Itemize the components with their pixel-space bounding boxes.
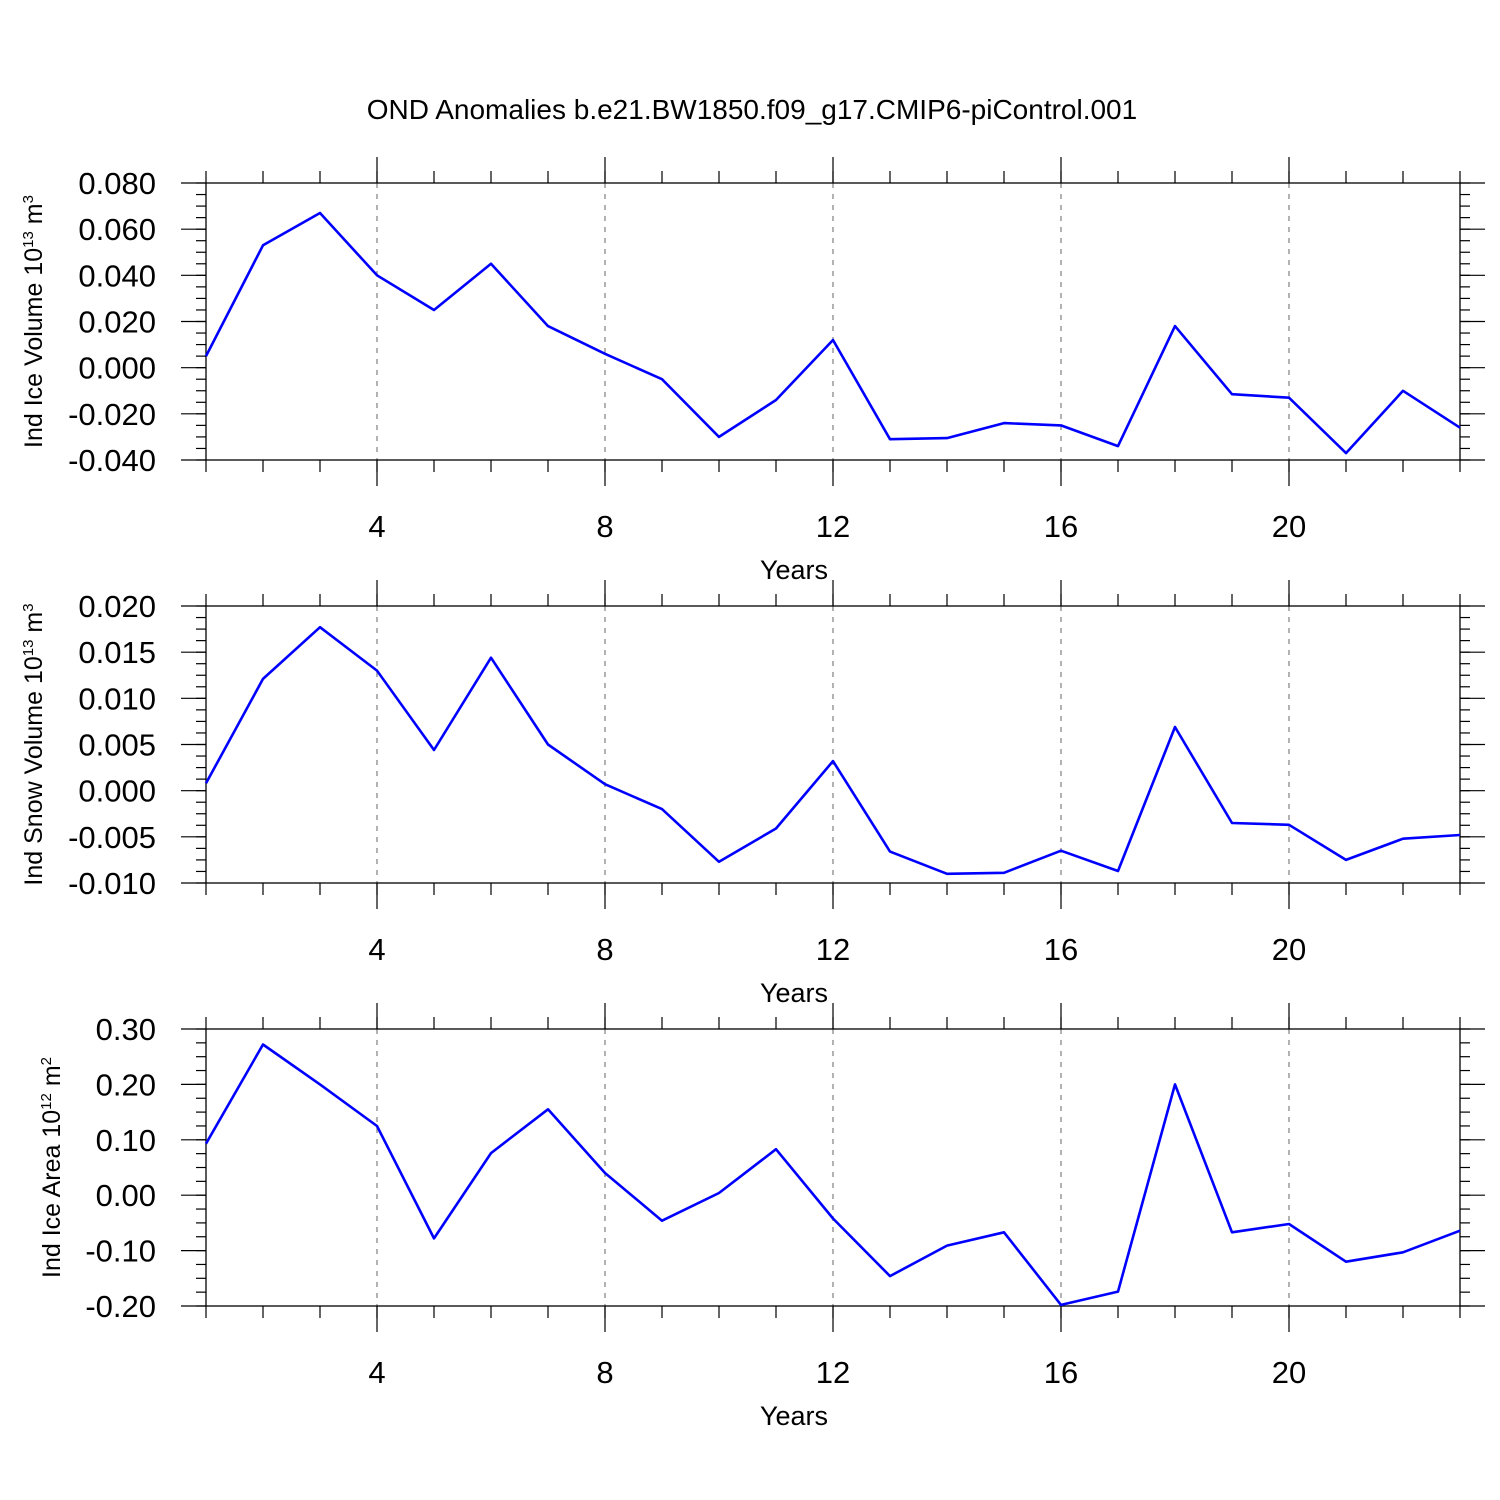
series-line bbox=[204, 625, 1461, 876]
x-tick-label: 16 bbox=[1044, 1355, 1078, 1390]
x-axis-label: Years bbox=[760, 978, 828, 1008]
x-tick-label: 8 bbox=[596, 509, 613, 544]
y-tick-label: 0.080 bbox=[78, 166, 156, 201]
x-tick-label: 12 bbox=[816, 932, 850, 967]
y-tick-label: -0.020 bbox=[68, 397, 156, 432]
x-tick-label: 4 bbox=[368, 509, 385, 544]
y-tick-label: 0.010 bbox=[78, 681, 156, 716]
y-axis-label-text: Ind Ice Area 10 bbox=[38, 1110, 66, 1278]
x-tick-label: 20 bbox=[1272, 509, 1306, 544]
y-axis-label: Ind Snow Volume 1013 m3 bbox=[20, 603, 48, 885]
y-axis-label-text: Ind Snow Volume 10 bbox=[20, 656, 48, 885]
x-axis-label: Years bbox=[760, 1401, 828, 1431]
y-tick-label: 0.20 bbox=[96, 1067, 156, 1102]
y-tick-label: -0.040 bbox=[68, 443, 156, 478]
x-tick-label: 8 bbox=[596, 932, 613, 967]
y-tick-label: 0.30 bbox=[96, 1012, 156, 1047]
y-tick-label: 0.10 bbox=[96, 1123, 156, 1158]
panel-2: 4 8 12 16 20 -0.010 -0.005 0.000 0.005 0.010 0.015… bbox=[20, 580, 1485, 1008]
y-tick-label: 0.000 bbox=[78, 351, 156, 386]
y-tick-label: 0.060 bbox=[78, 212, 156, 247]
series-line bbox=[204, 211, 1461, 455]
y-tick-label: 0.00 bbox=[96, 1178, 156, 1213]
y-axis-label-superscript: 3 bbox=[20, 603, 37, 611]
x-tick-label: 12 bbox=[816, 509, 850, 544]
y-axis-label-superscript: 2 bbox=[38, 1057, 55, 1065]
x-tick-label: 20 bbox=[1272, 1355, 1306, 1390]
y-axis-label-text: m bbox=[20, 612, 48, 640]
x-tick-label: 12 bbox=[816, 1355, 850, 1390]
y-tick-label: 0.005 bbox=[78, 728, 156, 763]
y-axis-label-text: Ind Ice Volume 10 bbox=[20, 248, 48, 448]
y-axis-label-superscript: 13 bbox=[20, 231, 37, 248]
y-axis-label: Ind Ice Volume 1013 m3 bbox=[20, 195, 48, 448]
y-tick-label: 0.020 bbox=[78, 305, 156, 340]
y-tick-label: -0.10 bbox=[85, 1234, 156, 1269]
x-tick-label: 16 bbox=[1044, 932, 1078, 967]
x-tick-label: 16 bbox=[1044, 509, 1078, 544]
panel-3: 4 8 12 16 20 -0.20 -0.10 0.00 0.10 0.20 0.30 Years I… bbox=[38, 1003, 1485, 1431]
y-tick-label: -0.010 bbox=[68, 866, 156, 901]
panels: 4 8 12 16 20 -0.040 -0.020 0.000 0.020 0.040 0.060… bbox=[20, 157, 1485, 1431]
figure-title: OND Anomalies b.e21.BW1850.f09_g17.CMIP6… bbox=[367, 94, 1137, 125]
y-tick-label: -0.005 bbox=[68, 820, 156, 855]
y-tick-label: 0.015 bbox=[78, 635, 156, 670]
y-axis-label-superscript: 3 bbox=[20, 195, 37, 203]
y-axis-label: Ind Ice Area 1012 m2 bbox=[38, 1057, 66, 1278]
series-line bbox=[204, 1043, 1461, 1307]
y-tick-label: 0.020 bbox=[78, 589, 156, 624]
y-axis-label-superscript: 12 bbox=[38, 1093, 55, 1110]
y-axis-label-text: m bbox=[38, 1065, 66, 1093]
x-tick-label: 20 bbox=[1272, 932, 1306, 967]
y-axis-label-text: m bbox=[20, 203, 48, 231]
y-tick-label: -0.20 bbox=[85, 1289, 156, 1324]
x-axis-label: Years bbox=[760, 555, 828, 585]
x-tick-label: 8 bbox=[596, 1355, 613, 1390]
x-tick-label: 4 bbox=[368, 1355, 385, 1390]
y-tick-label: 0.040 bbox=[78, 258, 156, 293]
x-tick-label: 4 bbox=[368, 932, 385, 967]
y-axis-label-superscript: 13 bbox=[20, 640, 37, 657]
y-tick-label: 0.000 bbox=[78, 774, 156, 809]
panel-1: 4 8 12 16 20 -0.040 -0.020 0.000 0.020 0.040 0.060… bbox=[20, 157, 1485, 585]
